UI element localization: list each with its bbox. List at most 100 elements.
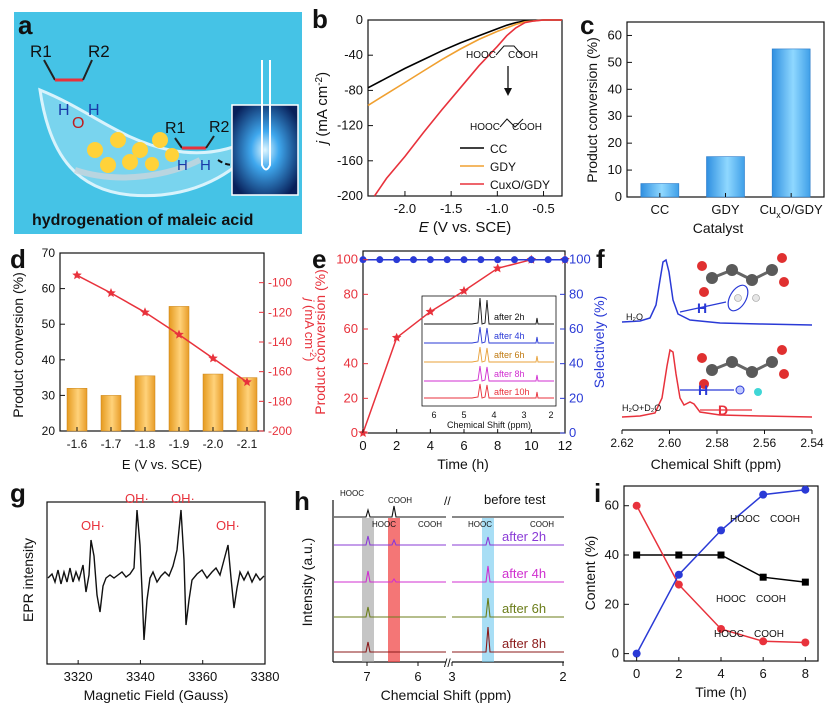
panel-f-annotation-d: D [718, 402, 728, 418]
panel-d-xtick-label: -2.0 [203, 437, 224, 451]
panel-i-point-0-4 [801, 578, 809, 586]
panel-b-ylabel-j: j [314, 140, 331, 146]
atom [706, 272, 718, 284]
panel-e-ytick-label: 20 [344, 390, 358, 405]
panel-h-molecule-3-right: COOH [530, 520, 554, 529]
reactor-tube [261, 60, 271, 171]
panel-f-molecule-bottom [697, 345, 789, 396]
panel-i-ytick-label: 0 [612, 646, 619, 661]
panel-f-molecule-top [697, 253, 789, 312]
panel-e-xlabel: Time (h) [437, 456, 489, 472]
inset-trace-8h [424, 365, 554, 382]
atom-h [734, 294, 742, 302]
panel-b-legend: CC GDY CuxO/GDY [460, 142, 550, 192]
panel-h-xtick-label: 2 [559, 669, 566, 684]
panel-e-selectivity-point-9 [511, 256, 518, 264]
panel-g-ylabel: EPR intensity [20, 538, 36, 622]
inset-tick-6: 6 [431, 410, 436, 420]
panel-b-molecule-maleic: HOOC COOH [466, 50, 538, 61]
highlight-band-grey [362, 518, 374, 662]
panel-letters: a b c d e f g h i [10, 4, 605, 516]
label-r2: R2 [88, 42, 110, 61]
legend-gdy: GDY [490, 160, 516, 174]
panel-h-label-before: before test [484, 492, 546, 507]
panel-c-ytick-label: 10 [608, 162, 622, 177]
panel-h-molecule-1-left: HOOC [340, 489, 364, 498]
inset-tick-2: 2 [548, 410, 553, 420]
panel-d-ytick-label: 60 [42, 282, 56, 296]
panel-letter-i: i [594, 478, 601, 508]
panel-d-point-1 [106, 288, 116, 298]
panel-c-bar-1 [706, 156, 745, 198]
panel-i-point-0-3 [759, 573, 767, 581]
panel-i-point-0-2 [717, 551, 725, 559]
panel-g-peak-label-3: OH· [171, 491, 195, 506]
panel-d-ytick-right-label: -140 [268, 335, 292, 349]
panel-e-selectivity-point-10 [527, 256, 535, 264]
panel-i-series-1 [636, 505, 806, 644]
atom-o [779, 369, 789, 379]
panel-d-ytick-label: 50 [42, 317, 56, 331]
panel-i-series-0 [636, 554, 806, 583]
panel-b-series-2 [373, 19, 562, 197]
catalyst-particles [87, 132, 179, 173]
bond-r2 [82, 59, 93, 81]
atom-o [699, 287, 709, 297]
atom [706, 364, 718, 376]
panel-e-ylabel-right: Selectively (%) [591, 296, 607, 389]
atom-o [779, 277, 789, 287]
panel-f-label-h2o-d2o: H₂O+D₂O [622, 403, 661, 413]
panel-h-xlabel: Chemcial Shift (ppm) [381, 687, 512, 703]
panel-f-annotation-h-bottom: H [698, 382, 708, 398]
panel-f-trace-h2o-d2o [621, 348, 813, 418]
panel-e-selectivity-point-3 [410, 256, 417, 264]
panel-f-xtick-label: 2.62 [610, 436, 634, 450]
panel-h-trace-before [334, 505, 564, 518]
gdy-sheet [74, 157, 202, 181]
atom-h [735, 385, 745, 395]
panel-h-xtick-label: 7 [363, 669, 370, 684]
panel-letter-a: a [18, 10, 33, 40]
panel-b-ylabel-close: ) [314, 72, 331, 77]
panel-e-inset-frame [421, 295, 557, 407]
panel-d-point-4 [208, 353, 218, 363]
panel-h-trace-8h [334, 626, 564, 653]
panel-i-molecule-succinic: HOOC COOH [730, 514, 800, 525]
panel-h: // // before test after 2h after 4h afte… [299, 489, 567, 703]
atom-d [754, 388, 762, 396]
panel-d-bar-1 [100, 395, 122, 432]
panel-c-ytick-label: 30 [608, 108, 622, 123]
panel-d-ylabel-right-exp: -2 [308, 349, 318, 357]
panel-d-xtick-label: -2.1 [237, 437, 258, 451]
panel-e-selectivity-point-5 [443, 256, 451, 264]
panel-c-bar-2 [771, 48, 811, 198]
panel-g-xlabel: Magnetic Field (Gauss) [84, 687, 229, 703]
panel-b-xtick-label: -1.5 [440, 201, 462, 216]
panel-b: -2.0 -1.5 -1.0 -0.5 0 -40 -80 -120 -160 -200 j (m… [314, 12, 563, 236]
panel-e-selectivity-point-6 [460, 256, 468, 264]
bond-r1 [43, 59, 56, 81]
panel-e-ytick-label: 40 [344, 356, 358, 371]
panel-e-selectivity-point-7 [477, 256, 485, 264]
panel-b-ytick-label: -40 [344, 47, 363, 62]
panel-b-maleic-skeleton [495, 45, 523, 56]
panel-i-xtick-label: 2 [675, 666, 682, 681]
highlight-ellipse [727, 284, 749, 312]
inset-label-6h: after 6h [494, 350, 525, 360]
panel-d-point-0 [72, 270, 82, 280]
panel-i-ytick-label: 40 [605, 547, 619, 562]
panel-d-ytick-right-label: -200 [268, 424, 292, 438]
panel-f-xtick-label: 2.54 [800, 436, 824, 450]
panel-e-xtick-label: 10 [524, 438, 538, 453]
panel-e-xtick-label: 8 [494, 438, 501, 453]
panel-b-ytick-label: 0 [356, 12, 363, 27]
panel-i-point-0-1 [675, 551, 683, 559]
panel-b-series-0 [367, 19, 562, 89]
panel-b-ytick-label: -160 [337, 153, 363, 168]
panel-c-plot-area: CC GDY CuxO/GDY 0 10 20 30 40 50 60 [608, 27, 823, 220]
panel-i-point-1-1 [674, 580, 683, 589]
panel-h-molecule-2-right: COOH [418, 520, 442, 529]
panel-d-plot-area: -1.6 -1.7 -1.8 -1.9 -2.0 -2.1 20 30 40 50 60 70 -100… [42, 246, 293, 451]
highlight-band-red [388, 518, 400, 662]
panel-e-ytick-label: 0 [351, 425, 358, 440]
